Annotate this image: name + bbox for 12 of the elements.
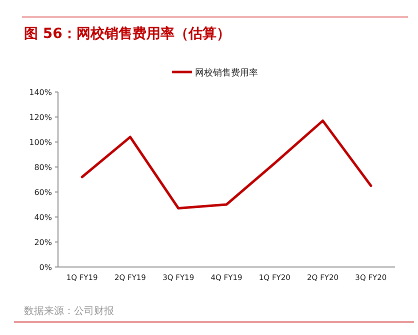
y-tick-label: 140% <box>29 88 52 97</box>
y-tick-label: 40% <box>34 213 52 222</box>
line-series <box>80 120 372 210</box>
chart-title: 图 56：网校销售费用率（估算） <box>24 25 230 42</box>
y-tick-label: 0% <box>39 263 52 272</box>
source-note: 数据来源：公司财报 <box>24 305 114 317</box>
legend-label: 网校销售费用率 <box>195 68 258 78</box>
y-tick-label: 20% <box>34 238 52 247</box>
y-tick-label: 60% <box>34 188 52 197</box>
y-tick-label: 80% <box>34 163 52 172</box>
y-tick-label: 100% <box>29 138 52 147</box>
y-tick-label: 120% <box>29 113 52 122</box>
